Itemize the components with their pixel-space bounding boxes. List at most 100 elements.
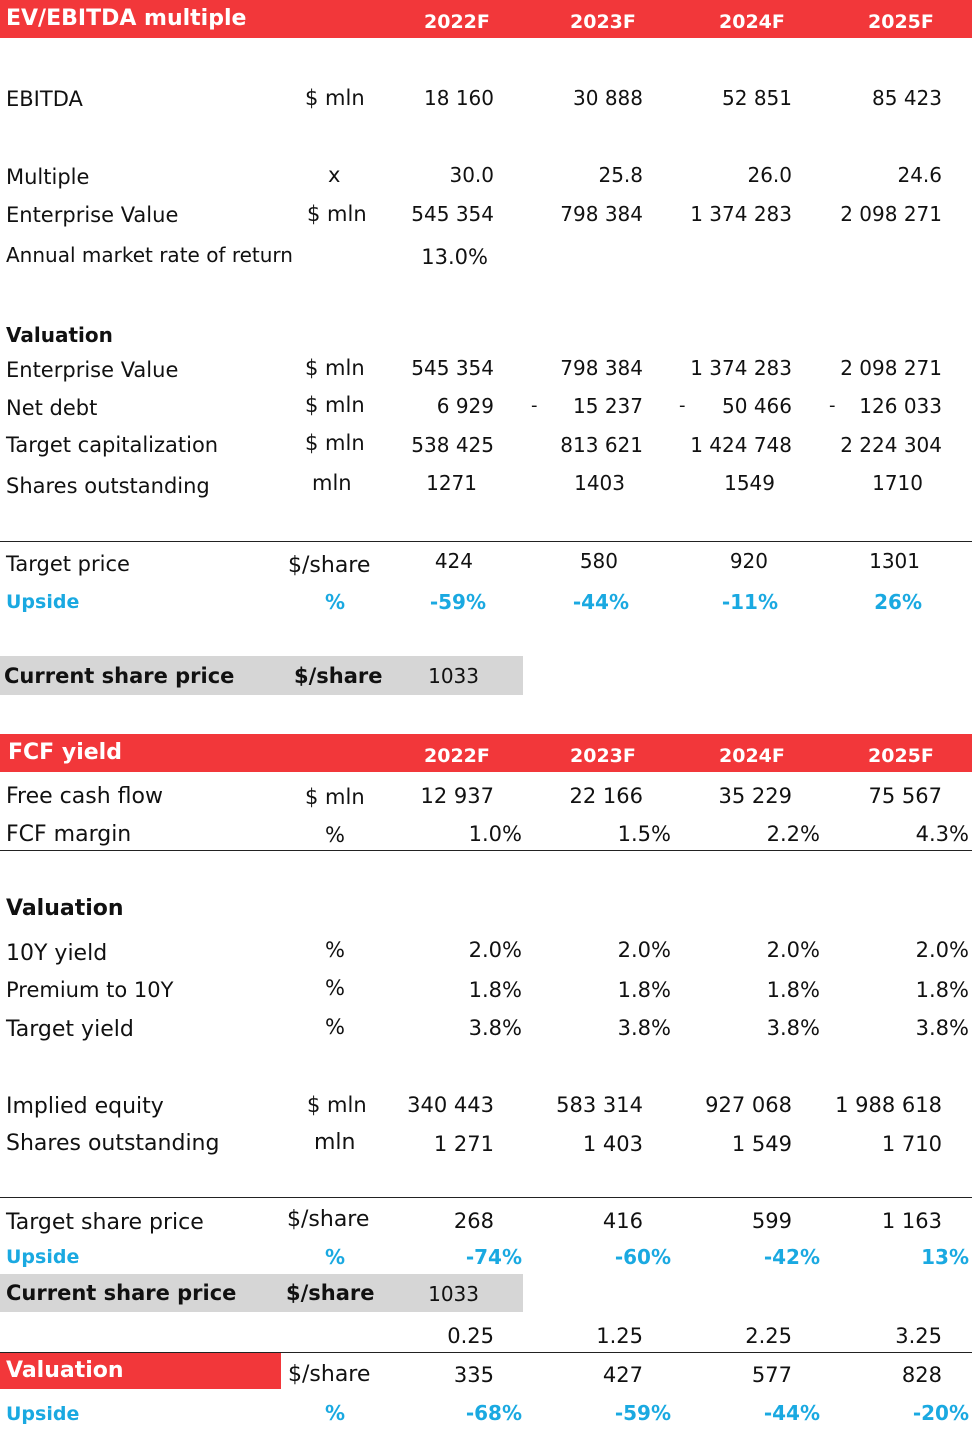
implied-equity-unit: $ mln bbox=[307, 1093, 367, 1117]
ebitda-2025: 85 423 bbox=[872, 86, 942, 110]
summary-valuation-2022: 335 bbox=[453, 1363, 494, 1387]
val-ev-2023: 798 384 bbox=[560, 356, 643, 380]
ev-valuation-heading: Valuation bbox=[6, 323, 113, 347]
ebitda-2024: 52 851 bbox=[722, 86, 792, 110]
summary-valuation-2024: 577 bbox=[751, 1363, 792, 1387]
summary-valuation-2023: 427 bbox=[602, 1363, 643, 1387]
summary-upside-unit: % bbox=[325, 1401, 346, 1425]
target-yield-label: Target yield bbox=[6, 1017, 134, 1042]
net-debt-2022: 6 929 bbox=[436, 394, 494, 418]
fcf-shares-unit: mln bbox=[314, 1130, 356, 1155]
ev-divider bbox=[0, 541, 972, 542]
fcf-2024: 35 229 bbox=[718, 784, 792, 808]
fcf-current-price-value: 1033 bbox=[428, 1282, 479, 1306]
fcf-header-bar bbox=[0, 734, 972, 772]
fcf-current-price-label: Current share price bbox=[6, 1281, 237, 1305]
multiple-2023: 25.8 bbox=[598, 163, 643, 187]
fcf-year-2022: 2022F bbox=[424, 745, 490, 767]
val-ev-2024: 1 374 283 bbox=[690, 356, 792, 380]
summary-valuation-bar bbox=[0, 1353, 281, 1389]
yield-10y-2022: 2.0% bbox=[468, 938, 522, 962]
ev-upside-2022: -59% bbox=[429, 590, 486, 614]
implied-equity-label: Implied equity bbox=[6, 1094, 164, 1119]
ebitda-label: EBITDA bbox=[6, 87, 83, 111]
ev-year-2023: 2023F bbox=[570, 11, 636, 33]
fcf-shares-2023: 1 403 bbox=[582, 1132, 643, 1156]
target-share-price-label: Target share price bbox=[6, 1210, 204, 1235]
ev-section-title: EV/EBITDA multiple bbox=[6, 6, 247, 31]
ebitda-2022: 18 160 bbox=[424, 86, 494, 110]
fcf-margin-2023: 1.5% bbox=[617, 822, 671, 846]
fcf-shares-2025: 1 710 bbox=[881, 1132, 942, 1156]
summary-valuation-2025: 828 bbox=[901, 1363, 942, 1387]
premium-2023: 1.8% bbox=[617, 978, 671, 1002]
fcf-section-title: FCF yield bbox=[8, 740, 122, 765]
yield-10y-unit: % bbox=[325, 938, 345, 962]
target-yield-2022: 3.8% bbox=[468, 1016, 522, 1040]
val-ev-2022: 545 354 bbox=[411, 356, 494, 380]
ev-shares-unit: mln bbox=[312, 471, 352, 495]
fcf-margin-2022: 1.0% bbox=[468, 822, 522, 846]
fcf-upside-2023: -60% bbox=[614, 1245, 671, 1269]
ev-unit: $ mln bbox=[307, 202, 367, 226]
fcf-shares-2024: 1 549 bbox=[731, 1132, 792, 1156]
fcf-current-price-unit: $/share bbox=[286, 1281, 375, 1305]
summary-upside-2022: -68% bbox=[465, 1401, 522, 1425]
ev-upside-unit: % bbox=[325, 590, 346, 614]
fcf-year-2023: 2023F bbox=[570, 745, 636, 767]
target-price-2024: 920 bbox=[729, 549, 768, 573]
fcf-year-2024: 2024F bbox=[719, 745, 785, 767]
ev-shares-label: Shares outstanding bbox=[6, 474, 210, 498]
summary-valuation-unit: $/share bbox=[288, 1362, 371, 1387]
fcf-2022: 12 937 bbox=[420, 784, 494, 808]
target-cap-unit: $ mln bbox=[305, 431, 365, 455]
target-share-price-2023: 416 bbox=[602, 1209, 643, 1233]
fcf-upside-2025: 13% bbox=[921, 1245, 969, 1269]
target-yield-2024: 3.8% bbox=[766, 1016, 820, 1040]
net-debt-dash-2024: - bbox=[679, 395, 686, 416]
ev-shares-2023: 1403 bbox=[574, 471, 625, 495]
weight-2025: 3.25 bbox=[895, 1324, 942, 1348]
implied-equity-2023: 583 314 bbox=[556, 1093, 643, 1117]
fcf-margin-2024: 2.2% bbox=[766, 822, 820, 846]
market-return-label: Annual market rate of return bbox=[6, 243, 293, 267]
ev-upside-2023: -44% bbox=[572, 590, 629, 614]
net-debt-dash-2025: - bbox=[829, 395, 836, 416]
ev-year-2022: 2022F bbox=[424, 11, 490, 33]
ev-2024: 1 374 283 bbox=[690, 202, 792, 226]
implied-equity-2022: 340 443 bbox=[407, 1093, 494, 1117]
fcf-divider-bottom bbox=[0, 1197, 972, 1198]
fcf-2025: 75 567 bbox=[868, 784, 942, 808]
target-price-label: Target price bbox=[6, 552, 130, 576]
net-debt-unit: $ mln bbox=[305, 393, 365, 417]
ev-current-price-box bbox=[0, 656, 523, 695]
net-debt-2024: 50 466 bbox=[722, 394, 792, 418]
ev-year-2025: 2025F bbox=[868, 11, 934, 33]
fcf-upside-label: Upside bbox=[6, 1246, 80, 1268]
fcf-2023: 22 166 bbox=[569, 784, 643, 808]
ev-upside-2024: -11% bbox=[721, 590, 778, 614]
yield-10y-2024: 2.0% bbox=[766, 938, 820, 962]
multiple-unit: x bbox=[328, 163, 341, 187]
multiple-2024: 26.0 bbox=[747, 163, 792, 187]
target-cap-2022: 538 425 bbox=[411, 433, 494, 457]
premium-2024: 1.8% bbox=[766, 978, 820, 1002]
market-return-value: 13.0% bbox=[421, 245, 488, 269]
premium-unit: % bbox=[325, 976, 345, 1000]
target-share-price-2024: 599 bbox=[751, 1209, 792, 1233]
summary-upside-label: Upside bbox=[6, 1403, 80, 1425]
premium-2025: 1.8% bbox=[915, 978, 969, 1002]
target-cap-2025: 2 224 304 bbox=[840, 433, 942, 457]
yield-10y-label: 10Y yield bbox=[6, 941, 108, 966]
yield-10y-2023: 2.0% bbox=[617, 938, 671, 962]
val-ev-unit: $ mln bbox=[305, 356, 365, 380]
net-debt-dash-2023: - bbox=[531, 395, 538, 416]
summary-upside-2024: -44% bbox=[763, 1401, 820, 1425]
implied-equity-2024: 927 068 bbox=[705, 1093, 792, 1117]
summary-valuation-label: Valuation bbox=[6, 1358, 124, 1383]
target-price-2025: 1301 bbox=[869, 549, 920, 573]
ev-label: Enterprise Value bbox=[6, 203, 179, 227]
ev-current-price-value: 1033 bbox=[428, 664, 479, 688]
ev-shares-2024: 1549 bbox=[724, 471, 775, 495]
yield-10y-2025: 2.0% bbox=[915, 938, 969, 962]
